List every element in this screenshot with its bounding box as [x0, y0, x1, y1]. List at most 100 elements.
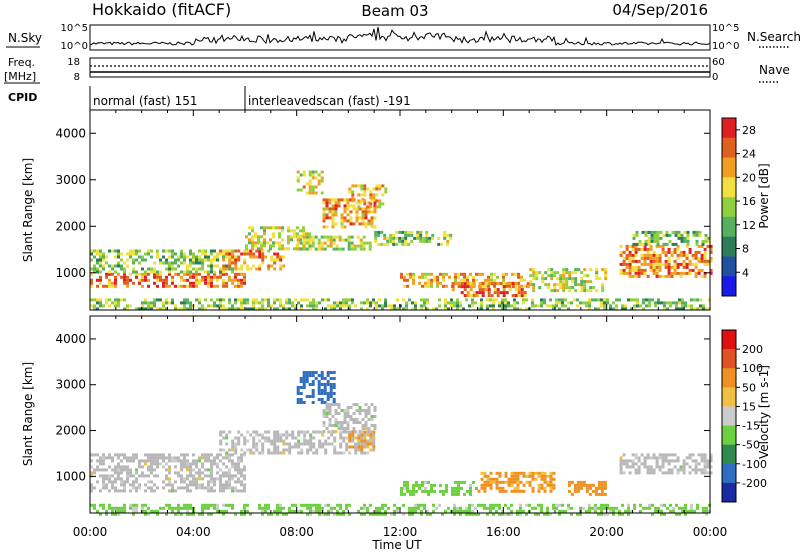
echo-cell [135, 468, 138, 472]
echo-cell [637, 465, 641, 469]
echo-cell [210, 281, 213, 285]
echo-cell [156, 252, 159, 256]
echo-cell [670, 271, 674, 275]
echo-cell [353, 244, 357, 248]
echo-cell [114, 278, 117, 282]
echo-cell [219, 249, 223, 253]
echo-cell [489, 298, 492, 302]
echo-cell [383, 236, 387, 240]
echo-cell [272, 232, 275, 236]
echo-cell [189, 275, 192, 279]
echo-cell [510, 483, 514, 487]
echo-cell [366, 509, 369, 513]
echo-cell [661, 471, 665, 475]
echo-cell [308, 179, 312, 183]
echo-cell [681, 301, 684, 305]
echo-cell [322, 210, 326, 214]
echo-cell [474, 301, 477, 305]
echo-cell [228, 298, 231, 302]
echo-cell [638, 242, 642, 246]
echo-cell [111, 249, 114, 253]
echo-cell [183, 307, 186, 311]
echo-cell [516, 489, 520, 493]
echo-cell [198, 468, 201, 472]
echo-cell [237, 281, 240, 285]
echo-cell [174, 261, 177, 265]
echo-cell [340, 213, 344, 217]
echo-cell [339, 503, 342, 507]
echo-cell [207, 506, 210, 510]
velocity-ylabel: Slant Range [km] [21, 362, 35, 466]
echo-cell [361, 216, 365, 220]
echo-cell [322, 216, 326, 220]
echo-cell [183, 258, 186, 262]
echo-cell [180, 301, 183, 305]
echo-cell [425, 233, 429, 237]
echo-cell [305, 247, 309, 251]
echo-cell [135, 480, 138, 484]
echo-cell [186, 301, 189, 305]
echo-cell [568, 286, 572, 290]
echo-cell [706, 259, 710, 263]
echo-cell [690, 304, 693, 308]
echo-cell [688, 268, 692, 272]
echo-cell [285, 307, 288, 311]
echo-cell [370, 415, 374, 418]
echo-cell [219, 453, 222, 457]
echo-cell [272, 226, 275, 230]
echo-cell [522, 471, 526, 475]
echo-cell [694, 256, 698, 260]
echo-cell [666, 301, 669, 305]
echo-cell [258, 506, 261, 510]
echo-cell [361, 427, 365, 430]
echo-cell [373, 409, 377, 412]
echo-cell [186, 462, 189, 466]
echo-cell [372, 301, 375, 305]
echo-cell [90, 459, 93, 463]
echo-cell [454, 480, 457, 484]
colorbar-segment [722, 177, 736, 198]
echo-cell [317, 383, 321, 386]
echo-cell [703, 462, 707, 466]
echo-cell [360, 184, 364, 188]
echo-cell [255, 301, 258, 305]
echo-cell [466, 291, 470, 295]
echo-cell [706, 262, 710, 266]
echo-cell [297, 442, 301, 446]
echo-cell [180, 453, 183, 457]
echo-cell [186, 264, 189, 268]
echo-cell [595, 277, 599, 281]
echo-cell [245, 244, 248, 248]
echo-cell [329, 244, 333, 248]
echo-cell [312, 503, 315, 507]
echo-cell [96, 459, 99, 463]
echo-cell [694, 274, 698, 278]
echo-cell [297, 451, 301, 455]
echo-cell [177, 486, 180, 490]
echo-cell [267, 430, 271, 434]
echo-cell [288, 451, 292, 455]
echo-cell [507, 483, 511, 487]
echo-cell [102, 258, 105, 262]
echo-cell [99, 252, 102, 256]
echo-cell [168, 264, 171, 268]
echo-cell [141, 506, 144, 510]
echo-cell [216, 509, 219, 513]
echo-cell [141, 307, 144, 311]
echo-cell [204, 506, 207, 510]
echo-cell [489, 483, 493, 487]
echo-cell [228, 258, 232, 262]
echo-cell [574, 271, 578, 275]
echo-cell [306, 451, 310, 455]
echo-cell [99, 249, 102, 253]
echo-cell [664, 265, 668, 269]
echo-cell [102, 459, 105, 463]
echo-cell [465, 298, 468, 302]
echo-cell [430, 486, 433, 490]
echo-cell [529, 283, 533, 287]
echo-cell [363, 436, 367, 440]
echo-cell [516, 301, 519, 305]
echo-cell [646, 468, 650, 472]
echo-cell [683, 239, 687, 243]
echo-cell [652, 265, 656, 269]
